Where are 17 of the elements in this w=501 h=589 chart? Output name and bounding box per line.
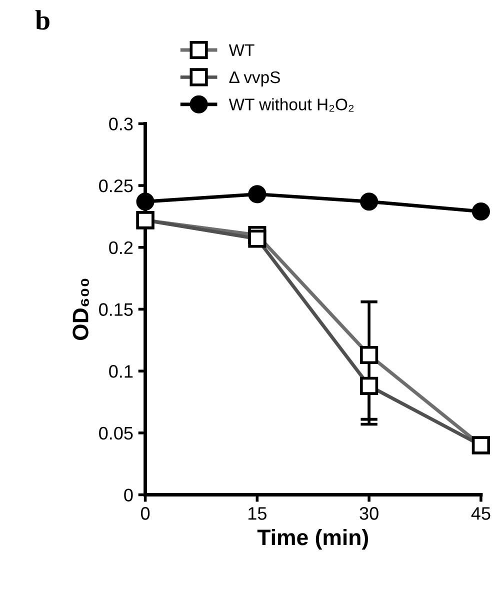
y-tick-label: 0.3 [109,118,133,130]
x-tick-label: 30 [360,507,378,520]
y-tick-label: 0 [124,488,133,502]
y-tick-label: 0.25 [99,179,133,192]
legend-label: WT without H₂O₂ [228,98,354,112]
chart-title: b [35,10,50,30]
x-tick-label: 15 [248,507,266,520]
x-tick-label: 0 [140,507,150,520]
y-tick-label: 0.05 [99,426,133,440]
x-tick-label: 45 [471,507,490,520]
y-tick-label: 0.1 [109,365,133,378]
x-axis-title: Time (min) [257,528,368,550]
y-axis-title: OD₆₀₀ [72,278,89,340]
y-tick-label: 0.2 [109,241,133,254]
legend-label: Δ vvpS [229,71,280,86]
legend-label: WT [228,44,254,56]
y-tick-label: 0.15 [99,303,133,316]
